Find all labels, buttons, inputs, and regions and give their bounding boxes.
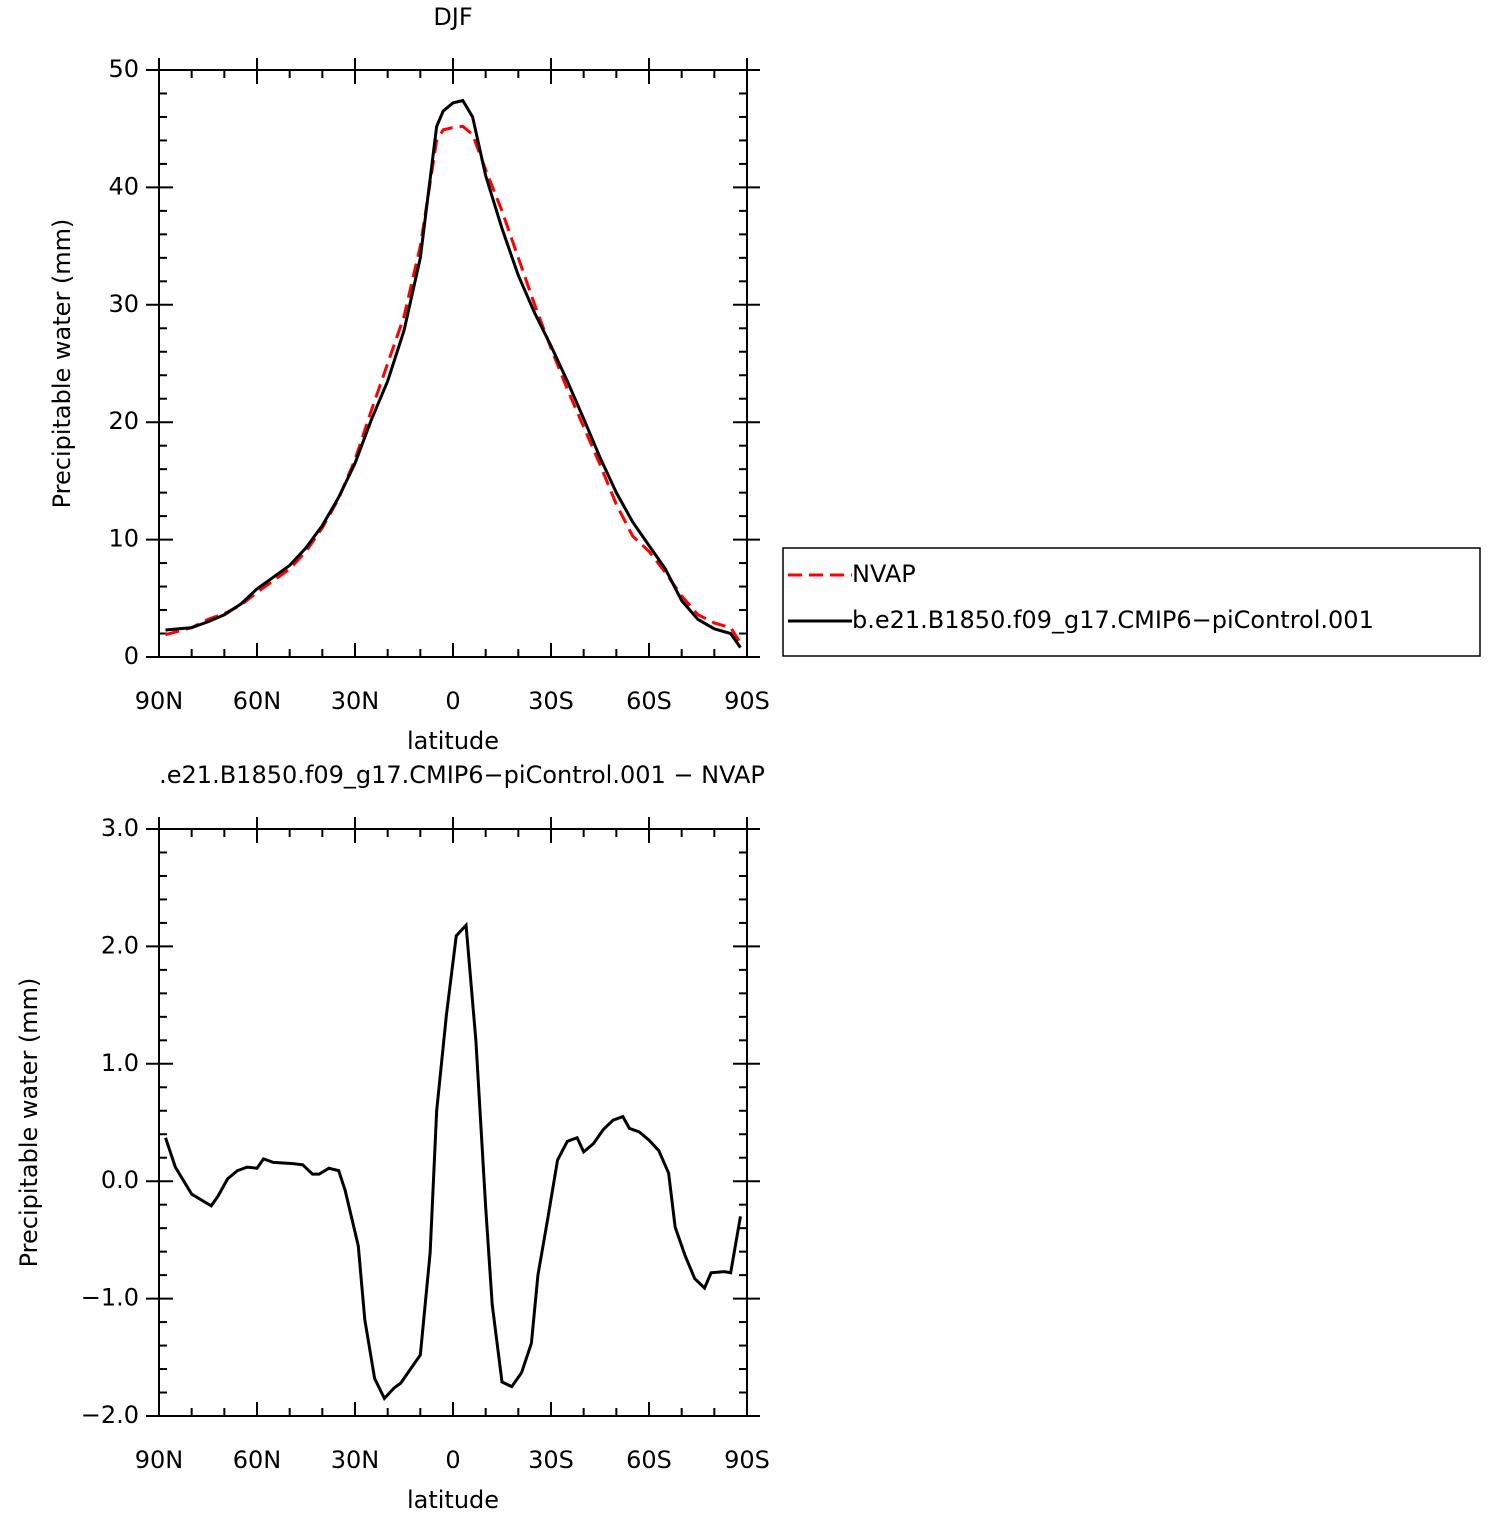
y-axis-label: Precipitable water (mm) xyxy=(48,219,76,509)
y-tick-label: 50 xyxy=(108,55,139,83)
legend-label: b.e21.B1850.f09_g17.CMIP6−piControl.001 xyxy=(852,606,1374,634)
data-line xyxy=(164,921,742,1402)
y-tick-label: 20 xyxy=(108,407,139,435)
y-tick-label: 1.0 xyxy=(101,1049,139,1077)
y-tick-label: 40 xyxy=(108,172,139,200)
plot-frame xyxy=(158,828,748,1417)
x-axis-label: latitude xyxy=(407,1486,499,1514)
y-tick-label: 0 xyxy=(124,642,139,670)
y-tick-label: 2.0 xyxy=(101,931,139,959)
y-tick-label: −2.0 xyxy=(81,1401,139,1429)
x-tick-label: 0 xyxy=(445,687,460,715)
legend-label: NVAP xyxy=(852,560,916,588)
x-tick-label: 30N xyxy=(331,1446,380,1474)
y-axis-label: Precipitable water (mm) xyxy=(15,978,43,1268)
x-tick-label: 90N xyxy=(135,687,184,715)
x-tick-label: 90S xyxy=(724,1446,770,1474)
x-tick-label: 90N xyxy=(135,1446,184,1474)
x-tick-label: 30N xyxy=(331,687,380,715)
y-tick-label: 30 xyxy=(108,290,139,318)
x-tick-label: 90S xyxy=(724,687,770,715)
x-tick-label: 60S xyxy=(626,1446,672,1474)
x-tick-label: 60N xyxy=(233,1446,282,1474)
x-tick-label: 60N xyxy=(233,687,282,715)
chart-title: DJF xyxy=(433,3,472,31)
y-tick-label: 0.0 xyxy=(101,1166,139,1194)
x-axis-label: latitude xyxy=(407,727,499,755)
y-tick-label: 3.0 xyxy=(101,814,139,842)
y-tick-label: 10 xyxy=(108,525,139,553)
plot-frame xyxy=(158,69,748,658)
x-tick-label: 0 xyxy=(445,1446,460,1474)
legend-box xyxy=(782,547,1481,657)
x-tick-label: 30S xyxy=(528,1446,574,1474)
x-tick-label: 60S xyxy=(626,687,672,715)
y-tick-label: −1.0 xyxy=(81,1284,139,1312)
x-tick-label: 30S xyxy=(528,687,574,715)
chart-title: .e21.B1850.f09_g17.CMIP6−piControl.001 −… xyxy=(159,761,765,789)
data-line xyxy=(165,124,742,644)
data-line xyxy=(165,98,742,649)
